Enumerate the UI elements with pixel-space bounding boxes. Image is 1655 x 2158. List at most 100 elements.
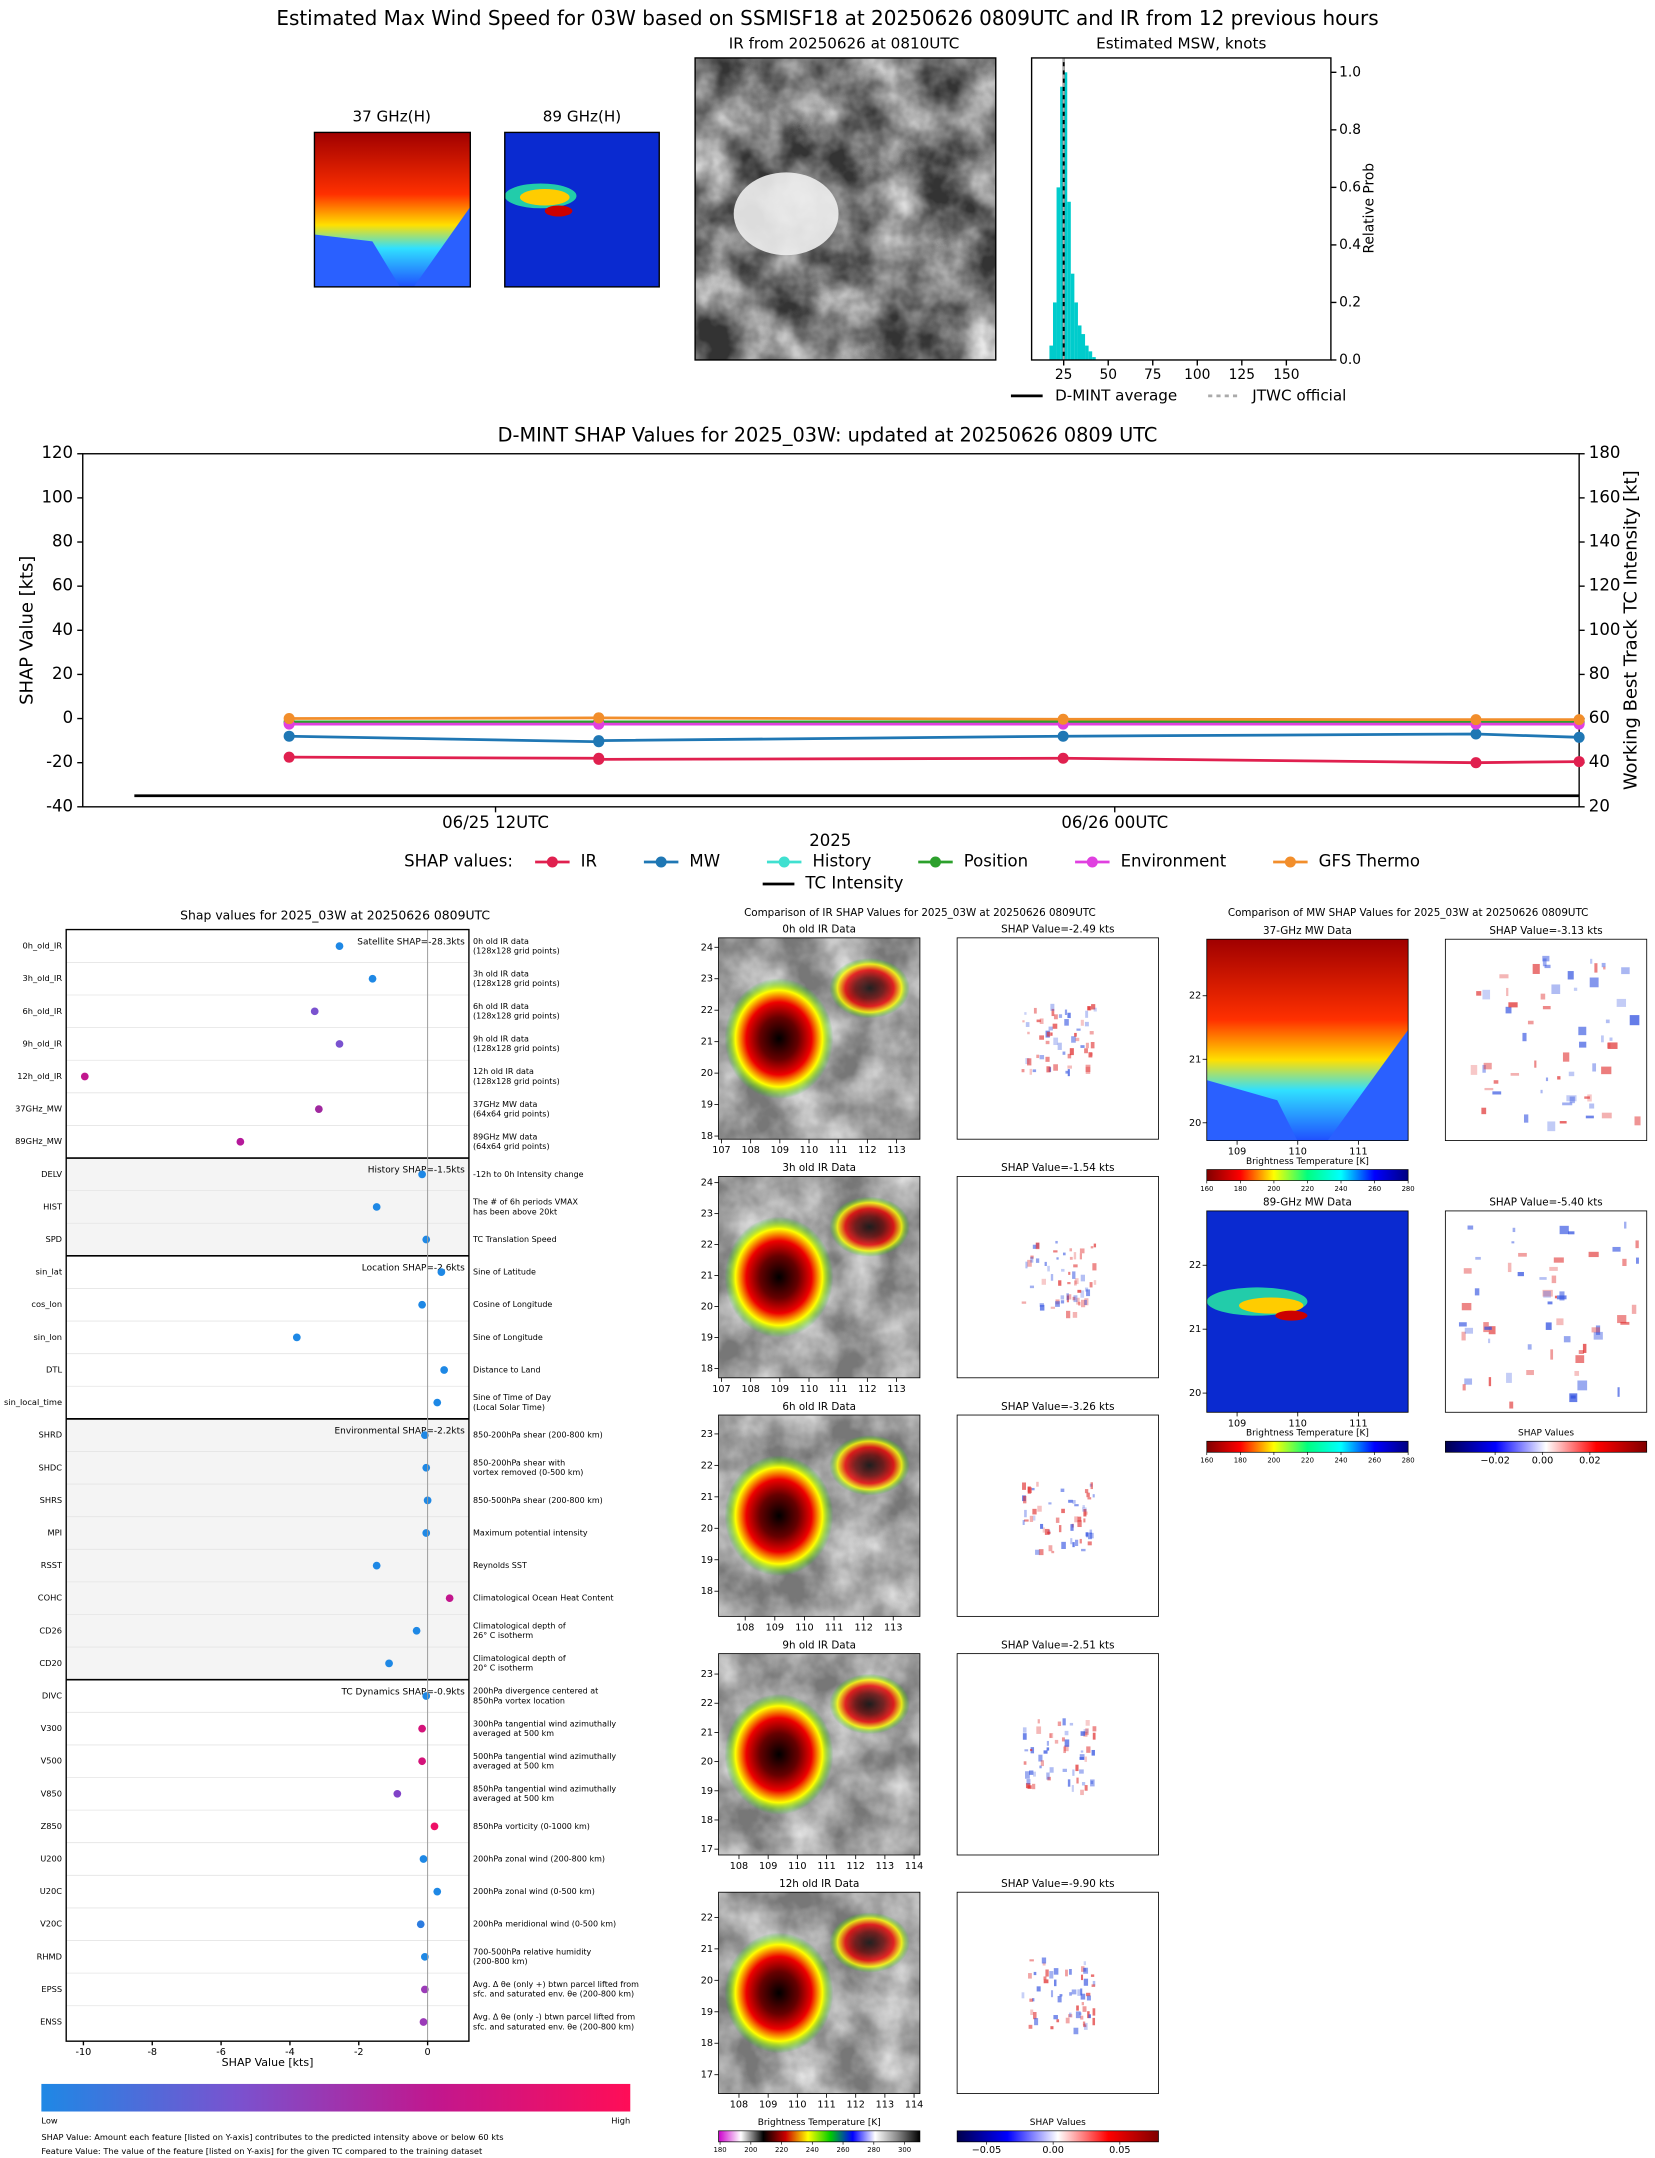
y-tick-label: 22 — [701, 1460, 713, 1471]
shap-speckle — [1591, 1327, 1600, 1333]
feature-name: U20C — [40, 1886, 63, 1896]
shap-speckle — [1072, 1311, 1078, 1318]
shap-speckle — [1463, 1268, 1472, 1274]
shap-speckle — [1027, 1785, 1032, 1789]
colorbar-label: High — [611, 2116, 630, 2126]
x-tick-label: 110 — [800, 1145, 818, 1156]
shap-speckle — [1049, 1767, 1054, 1773]
shap-map — [956, 1891, 1159, 2094]
point — [422, 1692, 431, 1700]
x-tick-label: 0 — [425, 2047, 431, 2058]
shap-speckle — [1594, 963, 1598, 973]
shap-speckle — [1028, 1973, 1032, 1979]
y2-tick-label: 160 — [1589, 487, 1621, 506]
y-tick-label: 20 — [701, 1302, 713, 1313]
point — [440, 1366, 448, 1374]
shap-speckle — [1635, 1257, 1639, 1264]
suptitle: Estimated Max Wind Speed for 03W based o… — [276, 6, 1378, 30]
shap-speckle — [1086, 1995, 1091, 2001]
bar — [1063, 72, 1068, 360]
shap-speckle — [1584, 1096, 1590, 1099]
feature-name: sin_lat — [35, 1267, 62, 1277]
shap-speckle — [1076, 2005, 1079, 2011]
x-tick-label: 110 — [788, 1861, 806, 1872]
shap-speckle — [1061, 1737, 1065, 1742]
bar — [1092, 357, 1096, 360]
feature-name: V300 — [41, 1723, 62, 1733]
shap-speckle — [1083, 2022, 1088, 2030]
shap-speckle — [1030, 1747, 1035, 1754]
x-tick-label: 50 — [1099, 367, 1117, 383]
shap-speckle — [1061, 1541, 1066, 1549]
point — [393, 1789, 402, 1798]
shap-speckle — [1551, 984, 1561, 995]
x-tick-label: 113 — [876, 2100, 894, 2111]
x-tick-label: 107 — [712, 1384, 730, 1395]
x-tick-label: 114 — [905, 1861, 923, 1872]
feature-description: (200-800 km) — [473, 1957, 528, 1966]
bar — [1070, 273, 1075, 360]
shap-speckle — [1629, 1015, 1640, 1026]
feature-name: 0h_old_IR — [23, 941, 63, 951]
shap-speckle — [1053, 1037, 1059, 1046]
plot-frame — [1030, 57, 1332, 361]
point — [412, 1626, 421, 1635]
shap-speckle — [1573, 987, 1578, 991]
legend-marker — [929, 856, 941, 868]
colorbar-label: SHAP Values — [1518, 1428, 1574, 1438]
legend-label: D-MINT average — [1055, 386, 1177, 404]
bar — [1077, 325, 1082, 360]
shap-speckle — [1073, 1264, 1078, 1268]
shap-speckle — [1058, 1280, 1062, 1286]
shap-speckle — [1634, 1116, 1641, 1126]
chart-title: Shap values for 2025_03W at 20250626 080… — [180, 907, 490, 922]
shap-speckle — [1540, 1089, 1543, 1094]
mw-feature — [1275, 1310, 1308, 1321]
shap-speckle — [1089, 1282, 1093, 1288]
image-title: 89-GHz MW Data — [1263, 1197, 1352, 1209]
shap-speckle — [1617, 1387, 1620, 1397]
point — [419, 2018, 428, 2026]
shap-speckle — [1482, 1064, 1486, 1073]
colorbar-tick-label: 240 — [1334, 1185, 1347, 1193]
shap-speckle — [1589, 977, 1599, 988]
shap-speckle — [1091, 1749, 1095, 1756]
shap-speckle — [1621, 967, 1630, 975]
y-tick-label: 120 — [42, 443, 74, 462]
feature-description: 850hPa vorticity (0-1000 km) — [473, 1822, 590, 1831]
shap-speckle — [1593, 1331, 1603, 1340]
shap-title: SHAP Value=-3.26 kts — [1001, 1401, 1114, 1413]
shap-speckle — [1510, 1072, 1520, 1076]
shap-speckle — [1068, 1499, 1073, 1503]
shap-speckle — [1084, 1511, 1088, 1515]
colorbar-tick-label: 260 — [1368, 1185, 1381, 1193]
shap-speckle — [1522, 1032, 1527, 1042]
shap-speckle — [1048, 1502, 1052, 1505]
shap-speckle — [1061, 1268, 1065, 1272]
feature-description: Climatological depth of — [473, 1621, 566, 1630]
legend-label: TC Intensity — [804, 874, 903, 893]
colorbar-tick-label: 280 — [1402, 1457, 1415, 1465]
shap-speckle — [1577, 1380, 1588, 1391]
shap-speckle — [1032, 1069, 1037, 1073]
group-label: Environmental SHAP=-2.2kts — [335, 1427, 466, 1437]
feature-description: averaged at 500 km — [473, 1762, 554, 1771]
ir-cloud-band — [829, 1673, 910, 1735]
legend-marker — [1086, 856, 1098, 868]
shap-speckle — [1547, 1121, 1556, 1132]
point — [419, 1855, 428, 1863]
mw-image-part — [1206, 1080, 1298, 1141]
shap-speckle — [1567, 971, 1574, 980]
shap-speckle — [1464, 1378, 1473, 1385]
shap-speckle — [1589, 1103, 1595, 1109]
shap-speckle — [1090, 1780, 1094, 1785]
ir-image — [694, 57, 997, 361]
shap-speckle — [1053, 1014, 1058, 1020]
point — [433, 1398, 442, 1407]
shap-speckle — [1060, 1295, 1065, 1300]
x-tick-label: 112 — [854, 1622, 872, 1633]
shap-speckle — [1082, 1507, 1087, 1512]
shap-speckle — [1032, 1508, 1037, 1515]
shap-speckle — [1021, 1301, 1027, 1304]
shap-speckle — [1084, 1021, 1089, 1027]
